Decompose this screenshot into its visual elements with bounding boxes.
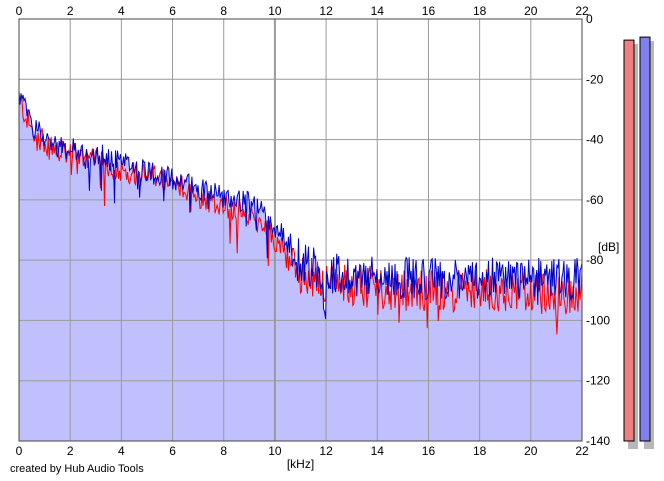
x-tick-label-top: 18 [473,4,487,18]
x-tick-label-bottom: 22 [575,444,589,458]
y-tick-label: -20 [586,72,604,86]
x-tick-label-top: 22 [575,4,589,18]
y-tick-label: -100 [586,313,610,327]
y-tick-label: -140 [586,434,610,448]
y-tick-label: -80 [586,253,604,267]
meter-right [639,36,651,442]
plot-frame [18,18,583,442]
x-tick-label-top: 14 [371,4,385,18]
x-tick-label-top: 2 [67,4,74,18]
x-tick-label-bottom: 2 [67,444,74,458]
x-tick-label-top: 0 [16,4,23,18]
y-axis-label: [dB] [598,240,619,254]
x-tick-label-top: 6 [169,4,176,18]
series-line-left [18,96,583,335]
y-tick-label: -60 [586,193,604,207]
y-tick-label: -120 [586,374,610,388]
x-tick-label-top: 8 [220,4,227,18]
y-tick-label: -40 [586,133,604,147]
x-tick-label-top: 4 [118,4,125,18]
x-tick-label-bottom: 4 [118,444,125,458]
x-tick-label-bottom: 0 [16,444,23,458]
x-tick-label-bottom: 20 [524,444,538,458]
x-tick-label-top: 20 [524,4,538,18]
x-axis-label: [kHz] [287,457,314,471]
x-tick-label-top: 10 [268,4,282,18]
x-tick-label-bottom: 6 [169,444,176,458]
x-tick-label-top: 12 [319,4,333,18]
y-tick-label: 0 [586,12,593,26]
x-tick-label-bottom: 16 [422,444,436,458]
x-tick-label-bottom: 12 [319,444,333,458]
x-tick-label-bottom: 8 [220,444,227,458]
credit-text: created by Hub Audio Tools [10,463,144,475]
x-tick-label-bottom: 18 [473,444,487,458]
meter-left [623,39,635,442]
x-tick-label-bottom: 10 [268,444,282,458]
x-tick-label-top: 16 [422,4,436,18]
series-line-right [18,91,583,320]
x-tick-label-bottom: 14 [371,444,385,458]
